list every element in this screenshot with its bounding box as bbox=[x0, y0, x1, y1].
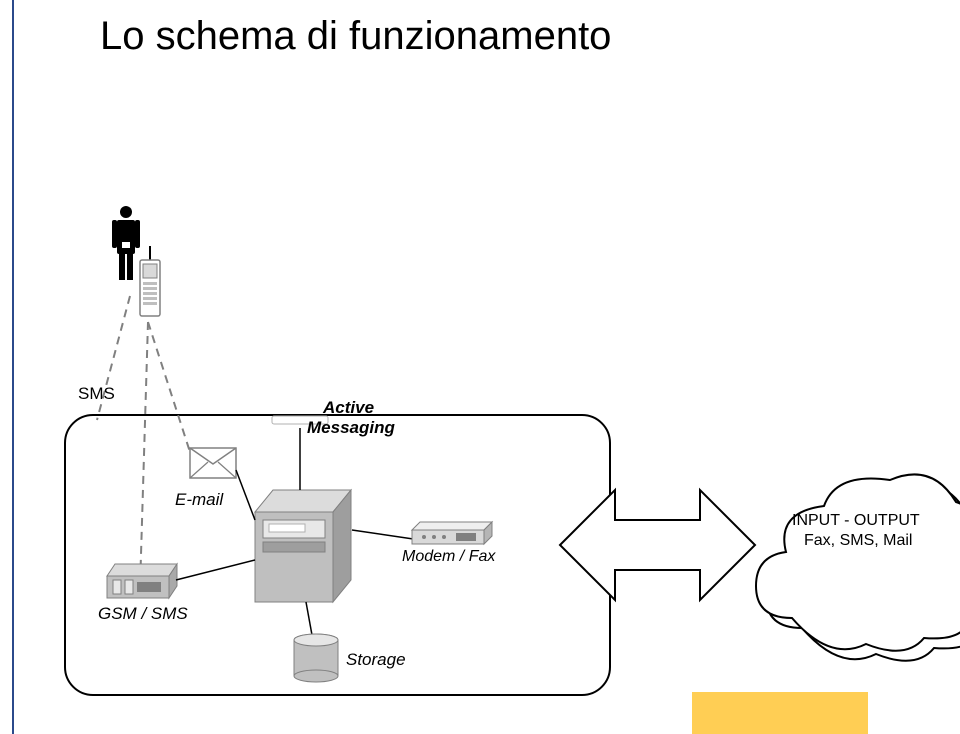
cloud-icon bbox=[756, 474, 960, 660]
email-label: E-mail bbox=[175, 490, 223, 510]
gsm-device-icon bbox=[107, 564, 177, 598]
phone-icon bbox=[140, 246, 160, 316]
sms-label: SMS bbox=[78, 384, 115, 404]
accent-box bbox=[692, 692, 868, 734]
active-label-2: Messaging bbox=[307, 418, 395, 438]
io-label-2: Fax, SMS, Mail bbox=[804, 532, 912, 550]
storage-label: Storage bbox=[346, 650, 406, 670]
storage-icon bbox=[294, 634, 338, 682]
gsm-label: GSM / SMS bbox=[98, 604, 188, 624]
modem-label: Modem / Fax bbox=[402, 548, 495, 566]
server-icon bbox=[255, 490, 351, 602]
double-arrow-icon bbox=[560, 490, 755, 600]
email-icon bbox=[190, 448, 236, 478]
modem-icon bbox=[412, 522, 492, 544]
active-label-1: Active bbox=[323, 398, 374, 418]
io-label-1: INPUT - OUTPUT bbox=[792, 512, 920, 530]
person-icon bbox=[112, 206, 140, 280]
